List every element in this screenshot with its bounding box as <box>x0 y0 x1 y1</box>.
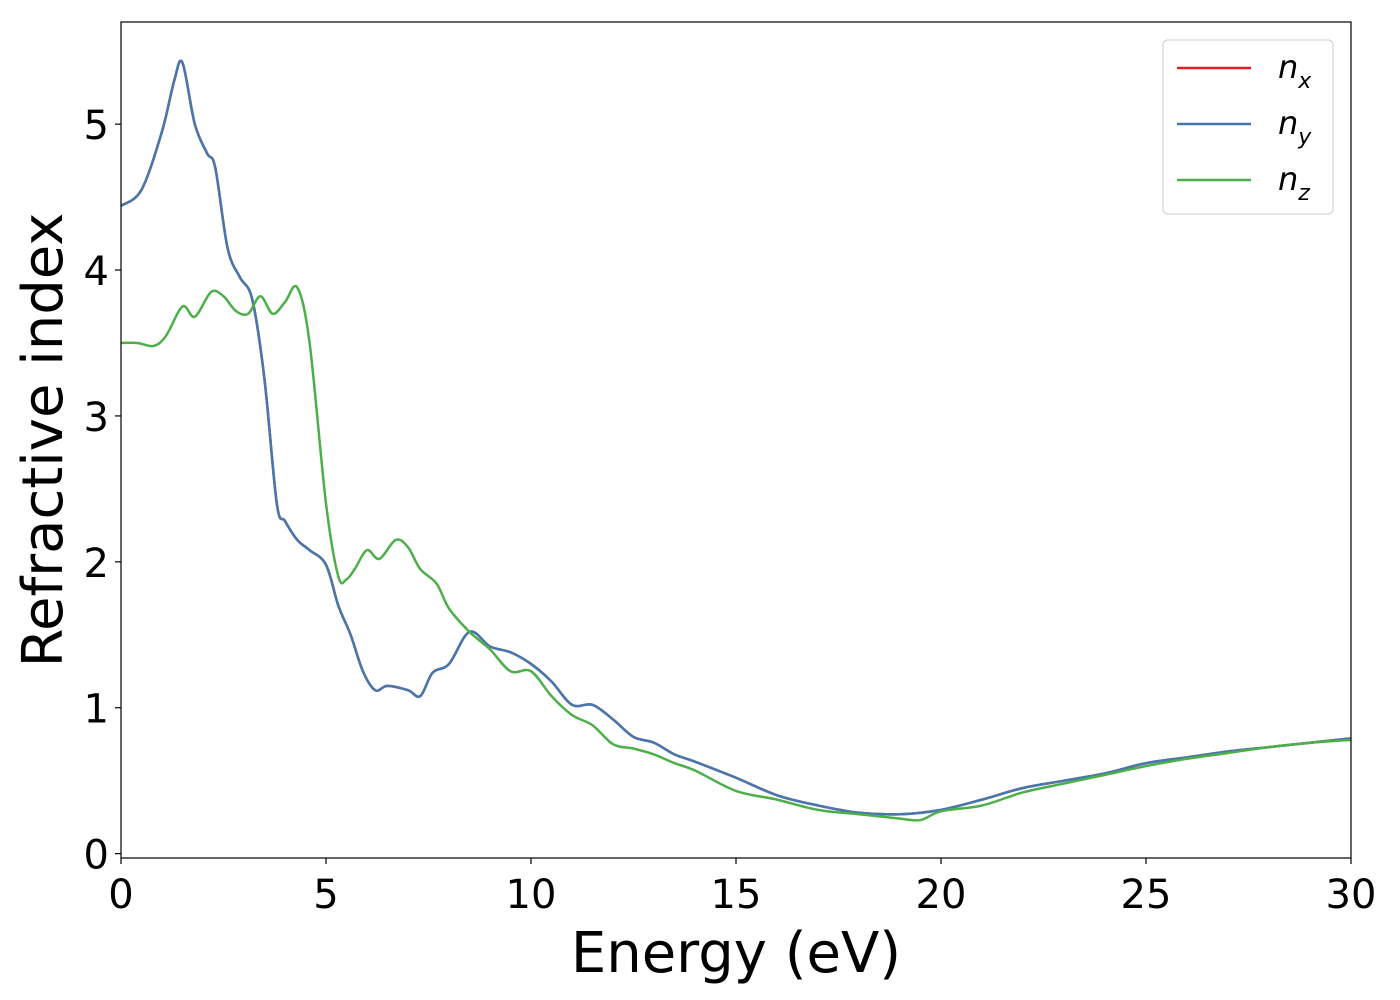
x-tick-label: 20 <box>916 872 967 918</box>
series-line-nz <box>121 284 1351 822</box>
axis-ticks: 0 5 10 15 20 25 30 0 1 2 3 4 5 <box>84 103 1377 918</box>
y-tick-label: 0 <box>84 833 109 879</box>
legend-box <box>1162 39 1334 215</box>
x-axis-title: Energy (eV) <box>571 921 901 986</box>
y-tick-label: 4 <box>84 249 109 295</box>
y-axis-title: Refractive index <box>11 213 76 668</box>
series-lines <box>121 59 1351 822</box>
y-tick-label: 5 <box>84 103 109 149</box>
legend-label-base: n <box>1278 160 1298 198</box>
y-tick-label: 3 <box>84 395 109 441</box>
x-tick-label: 5 <box>313 872 338 918</box>
legend-label-nz: nz <box>1278 160 1310 206</box>
y-tick-label: 1 <box>84 687 109 733</box>
legend-label-sub: z <box>1297 181 1310 206</box>
legend-label-base: n <box>1278 48 1298 86</box>
x-tick-label: 0 <box>108 872 133 918</box>
x-tick-label: 30 <box>1326 872 1377 918</box>
legend-label-nx: nx <box>1278 48 1312 94</box>
legend-label-ny: ny <box>1278 104 1312 150</box>
legend-label-base: n <box>1278 104 1298 142</box>
x-tick-label: 25 <box>1121 872 1172 918</box>
y-tick-label: 2 <box>84 541 109 587</box>
legend-label-sub: x <box>1297 69 1312 94</box>
x-tick-label: 10 <box>506 872 557 918</box>
legend-label-sub: y <box>1297 125 1312 150</box>
x-tick-label: 15 <box>711 872 762 918</box>
